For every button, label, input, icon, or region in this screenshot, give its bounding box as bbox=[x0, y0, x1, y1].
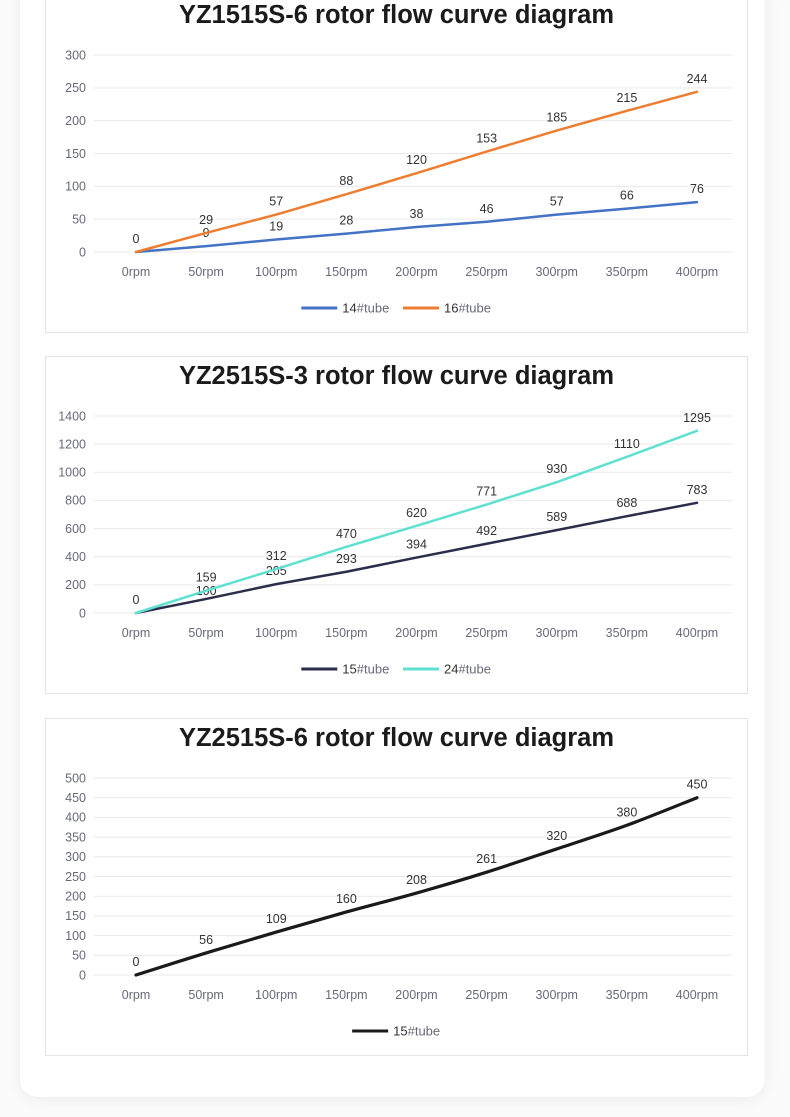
svg-text:492: 492 bbox=[476, 524, 497, 538]
svg-text:159: 159 bbox=[196, 571, 217, 585]
svg-text:15#tube: 15#tube bbox=[342, 661, 389, 676]
svg-text:400: 400 bbox=[65, 550, 86, 564]
svg-text:200: 200 bbox=[65, 578, 86, 592]
svg-text:100: 100 bbox=[65, 180, 86, 194]
svg-text:300rpm: 300rpm bbox=[536, 626, 578, 640]
svg-text:0: 0 bbox=[133, 232, 140, 246]
svg-text:300: 300 bbox=[65, 850, 86, 864]
svg-text:150rpm: 150rpm bbox=[325, 265, 367, 279]
svg-text:120: 120 bbox=[406, 153, 427, 167]
svg-text:153: 153 bbox=[476, 132, 497, 146]
svg-text:185: 185 bbox=[546, 111, 567, 125]
svg-text:688: 688 bbox=[616, 496, 637, 510]
svg-text:589: 589 bbox=[546, 510, 567, 524]
svg-text:300: 300 bbox=[65, 48, 86, 62]
svg-text:800: 800 bbox=[65, 494, 86, 508]
svg-text:29: 29 bbox=[199, 213, 213, 227]
svg-text:1400: 1400 bbox=[58, 409, 86, 423]
svg-text:50rpm: 50rpm bbox=[188, 988, 223, 1002]
svg-text:100rpm: 100rpm bbox=[255, 988, 297, 1002]
svg-text:150: 150 bbox=[65, 909, 86, 923]
svg-text:50: 50 bbox=[72, 949, 86, 963]
svg-text:200: 200 bbox=[65, 114, 86, 128]
svg-text:50rpm: 50rpm bbox=[188, 626, 223, 640]
svg-text:208: 208 bbox=[406, 873, 427, 887]
svg-text:215: 215 bbox=[616, 91, 637, 105]
svg-text:0: 0 bbox=[133, 955, 140, 969]
svg-text:620: 620 bbox=[406, 506, 427, 520]
svg-text:16#tube: 16#tube bbox=[444, 300, 491, 315]
svg-text:150: 150 bbox=[65, 147, 86, 161]
svg-text:380: 380 bbox=[616, 805, 637, 819]
svg-text:50: 50 bbox=[72, 212, 86, 226]
svg-text:500: 500 bbox=[65, 771, 86, 785]
svg-text:250: 250 bbox=[65, 870, 86, 884]
svg-text:57: 57 bbox=[550, 195, 564, 209]
svg-text:293: 293 bbox=[336, 552, 357, 566]
svg-text:400: 400 bbox=[65, 811, 86, 825]
svg-text:350rpm: 350rpm bbox=[606, 265, 648, 279]
svg-text:24#tube: 24#tube bbox=[444, 661, 491, 676]
svg-text:771: 771 bbox=[476, 485, 497, 499]
svg-text:350rpm: 350rpm bbox=[606, 988, 648, 1002]
svg-text:56: 56 bbox=[199, 933, 213, 947]
svg-text:66: 66 bbox=[620, 189, 634, 203]
svg-text:100rpm: 100rpm bbox=[255, 265, 297, 279]
svg-text:76: 76 bbox=[690, 182, 704, 196]
svg-text:0rpm: 0rpm bbox=[122, 626, 150, 640]
svg-text:244: 244 bbox=[687, 72, 708, 86]
svg-text:470: 470 bbox=[336, 527, 357, 541]
svg-text:100: 100 bbox=[65, 929, 86, 943]
svg-text:88: 88 bbox=[339, 174, 353, 188]
svg-text:783: 783 bbox=[687, 483, 708, 497]
svg-text:1200: 1200 bbox=[58, 437, 86, 451]
svg-text:394: 394 bbox=[406, 538, 427, 552]
svg-text:350rpm: 350rpm bbox=[606, 626, 648, 640]
svg-text:46: 46 bbox=[480, 202, 494, 216]
svg-text:1295: 1295 bbox=[683, 411, 711, 425]
svg-text:28: 28 bbox=[339, 214, 353, 228]
svg-text:250rpm: 250rpm bbox=[465, 988, 507, 1002]
svg-text:100rpm: 100rpm bbox=[255, 626, 297, 640]
svg-text:600: 600 bbox=[65, 522, 86, 536]
svg-text:150rpm: 150rpm bbox=[325, 988, 367, 1002]
svg-text:150rpm: 150rpm bbox=[325, 626, 367, 640]
svg-text:300rpm: 300rpm bbox=[536, 988, 578, 1002]
svg-text:250rpm: 250rpm bbox=[465, 626, 507, 640]
svg-text:930: 930 bbox=[546, 462, 567, 476]
svg-text:0rpm: 0rpm bbox=[122, 265, 150, 279]
svg-text:400rpm: 400rpm bbox=[676, 988, 718, 1002]
svg-text:0rpm: 0rpm bbox=[122, 988, 150, 1002]
svg-text:320: 320 bbox=[546, 829, 567, 843]
svg-text:0: 0 bbox=[79, 606, 86, 620]
svg-text:261: 261 bbox=[476, 852, 497, 866]
svg-text:15#tube: 15#tube bbox=[393, 1023, 440, 1038]
svg-text:450: 450 bbox=[687, 778, 708, 792]
svg-text:50rpm: 50rpm bbox=[188, 265, 223, 279]
svg-text:200rpm: 200rpm bbox=[395, 626, 437, 640]
svg-text:14#tube: 14#tube bbox=[342, 300, 389, 315]
svg-text:250: 250 bbox=[65, 81, 86, 95]
svg-text:450: 450 bbox=[65, 791, 86, 805]
svg-text:1110: 1110 bbox=[614, 437, 640, 451]
svg-text:109: 109 bbox=[266, 912, 287, 926]
svg-text:200rpm: 200rpm bbox=[395, 988, 437, 1002]
svg-text:200: 200 bbox=[65, 890, 86, 904]
svg-text:0: 0 bbox=[79, 968, 86, 982]
svg-text:19: 19 bbox=[269, 220, 283, 234]
svg-text:400rpm: 400rpm bbox=[676, 626, 718, 640]
svg-text:250rpm: 250rpm bbox=[465, 265, 507, 279]
svg-text:350: 350 bbox=[65, 830, 86, 844]
svg-text:160: 160 bbox=[336, 892, 357, 906]
svg-text:0: 0 bbox=[79, 245, 86, 259]
svg-text:400rpm: 400rpm bbox=[676, 265, 718, 279]
svg-text:1000: 1000 bbox=[58, 466, 86, 480]
svg-text:0: 0 bbox=[133, 593, 140, 607]
svg-text:57: 57 bbox=[269, 195, 283, 209]
svg-text:38: 38 bbox=[410, 207, 424, 221]
svg-text:312: 312 bbox=[266, 549, 287, 563]
svg-text:300rpm: 300rpm bbox=[536, 265, 578, 279]
svg-text:200rpm: 200rpm bbox=[395, 265, 437, 279]
